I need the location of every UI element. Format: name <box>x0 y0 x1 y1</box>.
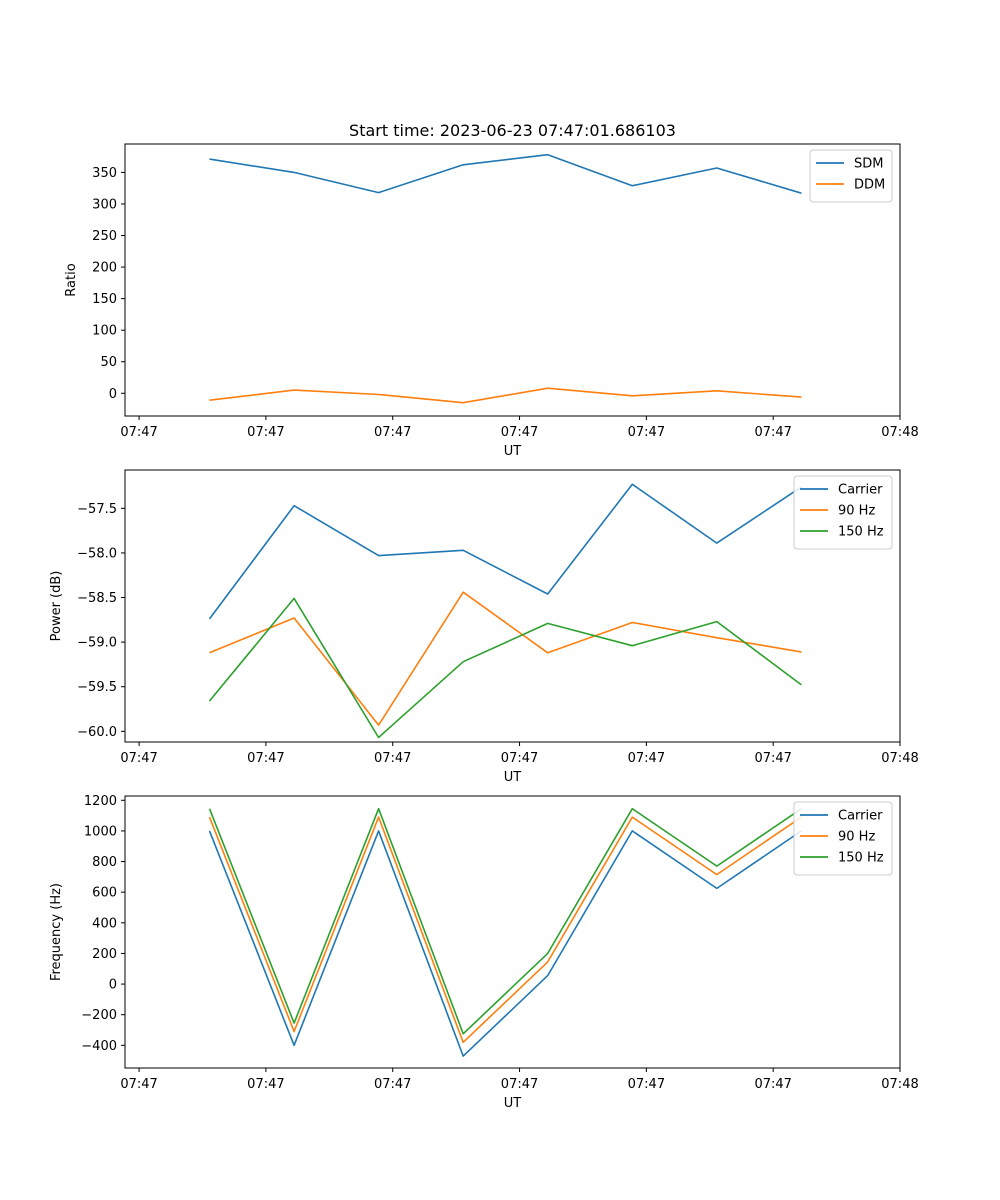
y-tick-label: 50 <box>100 355 117 370</box>
series-line-90-hz <box>209 591 802 726</box>
x-axis-label: UT <box>504 1096 522 1111</box>
series-line-carrier <box>208 830 802 1057</box>
legend-label: 150 Hz <box>838 525 884 540</box>
legend-label: 90 Hz <box>838 504 875 519</box>
y-tick-label: 600 <box>92 886 117 901</box>
y-tick-label: 1000 <box>84 824 117 839</box>
x-tick-label: 07:47 <box>120 425 157 440</box>
series-line-sdm <box>209 153 802 194</box>
x-tick-label: 07:47 <box>247 751 284 766</box>
legend-label: Carrier <box>838 809 883 824</box>
x-tick-label: 07:48 <box>881 751 918 766</box>
y-axis-label: Ratio <box>64 263 79 296</box>
legend-label: 90 Hz <box>838 830 875 845</box>
x-tick-label: 07:47 <box>628 1077 665 1092</box>
y-tick-label: −60.0 <box>77 725 117 740</box>
y-tick-label: −200 <box>81 1008 117 1023</box>
axes-frame <box>124 795 901 1069</box>
legend-label: DDM <box>854 178 885 193</box>
x-tick-label: 07:47 <box>501 425 538 440</box>
x-tick-label: 07:47 <box>754 1077 791 1092</box>
y-tick-label: −59.5 <box>77 680 117 695</box>
x-tick-label: 07:48 <box>881 425 918 440</box>
y-tick-label: 800 <box>92 855 117 870</box>
y-tick-label: 200 <box>92 261 117 276</box>
y-tick-label: −400 <box>81 1039 117 1054</box>
y-axis-label: Frequency (Hz) <box>49 883 64 981</box>
x-tick-label: 07:47 <box>120 1077 157 1092</box>
y-tick-label: 150 <box>92 292 117 307</box>
x-tick-label: 07:47 <box>374 751 411 766</box>
y-tick-label: −57.5 <box>77 502 117 517</box>
legend-label: SDM <box>854 157 883 172</box>
x-tick-label: 07:47 <box>754 425 791 440</box>
series-line-90-hz <box>208 816 802 1044</box>
x-tick-label: 07:47 <box>628 425 665 440</box>
legend: SDM DDM <box>809 149 893 203</box>
y-tick-label: 0 <box>109 978 117 993</box>
series-line-150-hz <box>208 807 802 1035</box>
legend: Carrier 90 Hz 150 Hz <box>793 475 893 550</box>
x-axis-label: UT <box>504 770 522 785</box>
y-tick-label: 200 <box>92 947 117 962</box>
axes-frame <box>124 469 901 743</box>
y-tick-label: 1200 <box>84 794 117 809</box>
x-tick-label: 07:48 <box>881 1077 918 1092</box>
series-line-ddm <box>209 387 802 404</box>
x-axis-label: UT <box>504 444 522 459</box>
x-tick-label: 07:47 <box>501 1077 538 1092</box>
y-tick-label: 0 <box>109 387 117 402</box>
y-tick-label: −58.5 <box>77 591 117 606</box>
subplot-3: 07:47 07:47 07:47 07:47 07:47 07:47 07:48 −400 −… <box>49 794 919 1111</box>
x-tick-label: 07:47 <box>247 425 284 440</box>
y-tick-label: 350 <box>92 166 117 181</box>
subplot-2: 07:47 07:47 07:47 07:47 07:47 07:47 07:48 −60.0… <box>49 469 919 785</box>
y-tick-label: −59.0 <box>77 636 117 651</box>
x-tick-label: 07:47 <box>247 1077 284 1092</box>
x-tick-label: 07:47 <box>120 751 157 766</box>
y-tick-label: 400 <box>92 916 117 931</box>
y-tick-label: 100 <box>92 324 117 339</box>
x-tick-label: 07:47 <box>374 1077 411 1092</box>
y-tick-label: 250 <box>92 229 117 244</box>
series-line-150-hz <box>208 597 802 739</box>
x-tick-label: 07:47 <box>501 751 538 766</box>
legend: Carrier 90 Hz 150 Hz <box>793 801 893 876</box>
x-tick-label: 07:47 <box>374 425 411 440</box>
series-line-carrier <box>208 483 802 620</box>
x-tick-label: 07:47 <box>628 751 665 766</box>
x-tick-label: 07:47 <box>754 751 791 766</box>
y-tick-label: 300 <box>92 197 117 212</box>
chart-title: Start time: 2023-06-23 07:47:01.686103 <box>349 121 676 140</box>
y-axis-label: Power (dB) <box>49 571 64 642</box>
subplot-1: 07:47 07:47 07:47 07:47 07:47 07:47 07:48 0 50 10… <box>64 121 919 459</box>
legend-label: Carrier <box>838 483 883 498</box>
legend-label: 150 Hz <box>838 851 884 866</box>
axes-frame <box>124 143 901 417</box>
y-tick-label: −58.0 <box>77 546 117 561</box>
